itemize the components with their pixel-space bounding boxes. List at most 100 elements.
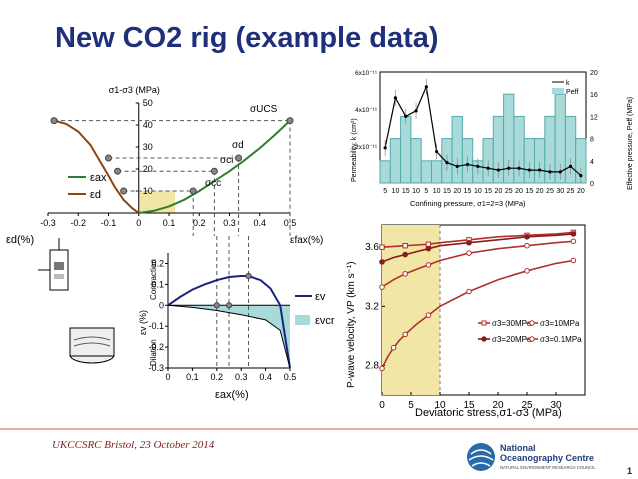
y-tick-label: 2.8 <box>365 360 379 371</box>
k-point <box>465 162 470 167</box>
data-point <box>105 154 112 162</box>
series-point <box>402 242 408 249</box>
x-tick-label: 5 <box>408 400 414 411</box>
x-tick-label: 5 <box>424 188 428 195</box>
y-left-axis-label: Permeability, k (cm²) <box>351 118 358 182</box>
series-point <box>379 284 385 290</box>
y-tick-label: 30 <box>143 142 153 152</box>
series-point <box>425 262 432 268</box>
peff-bar <box>379 160 391 184</box>
noc-logo: National Oceanography Centre NATURAL ENV… <box>464 440 614 474</box>
y-tick-label: -0.1 <box>148 321 164 331</box>
k-point <box>424 85 428 89</box>
y-left-tick-label: 6x10⁻¹¹ <box>355 70 378 77</box>
x-tick-label: 15 <box>463 400 475 411</box>
series-point <box>466 250 472 256</box>
x-tick-label: 10 <box>392 188 400 195</box>
logo-line1: National <box>500 443 536 453</box>
k-point <box>404 114 408 118</box>
x-tick-label: 0.3 <box>223 218 236 228</box>
logo-line2: Oceanography Centre <box>500 453 594 463</box>
y-tick-label: 0.2 <box>151 258 164 268</box>
legend-marker <box>481 320 487 326</box>
x-tick-label: 10 <box>412 188 420 195</box>
x-tick-label: 20 <box>515 188 523 195</box>
data-point <box>213 302 220 309</box>
y-tick-label: 40 <box>143 120 153 130</box>
page-number: 1 <box>626 466 632 476</box>
k-point <box>445 161 449 165</box>
legend-label-peff: Peff <box>566 89 578 96</box>
series-point <box>570 238 577 245</box>
x-tick-label: -0.2 <box>70 218 86 228</box>
annotation-scc: σcc <box>205 178 221 189</box>
k-point <box>486 166 490 170</box>
series-point <box>379 244 385 250</box>
x-tick-label: 25 <box>505 188 513 195</box>
series-point <box>379 259 385 265</box>
legend-swatch-evcr <box>295 315 310 325</box>
legend-label-eax: εax <box>90 172 107 184</box>
data-point <box>235 154 243 162</box>
axial-gauge <box>54 262 64 270</box>
x-tick-label: 25 <box>521 400 533 411</box>
y-left-tick-label: 2x10⁻¹¹ <box>355 144 378 151</box>
k-point <box>383 146 387 150</box>
y-axis-label: σ1-σ3 (MPa) <box>109 85 160 95</box>
series-line-evcr <box>167 304 291 369</box>
series-line-eax <box>138 119 291 214</box>
legend-label-ed: εd <box>90 189 101 201</box>
legend-label: σ3=10MPa <box>540 319 580 328</box>
y-right-axis-label: Effective pressure, Peff (MPa) <box>627 97 634 190</box>
legend-label: σ3=0.1MPa <box>540 335 582 344</box>
x-tick-label: 0 <box>136 218 141 228</box>
peff-bar <box>410 138 422 184</box>
k-point <box>476 164 480 168</box>
k-point <box>517 166 521 170</box>
peff-bar <box>400 115 412 184</box>
x-tick-label: -0.3 <box>40 218 56 228</box>
y-tick-label: 50 <box>143 98 153 108</box>
y-right-tick-label: 0 <box>590 181 594 188</box>
x-tick-label: 0.2 <box>193 218 206 228</box>
series-point <box>425 245 432 252</box>
y-tick-label: 0 <box>159 300 164 310</box>
y-left-tick-label: 4x10⁻¹¹ <box>355 107 378 114</box>
series-point <box>425 312 432 318</box>
footer-divider <box>0 428 638 430</box>
permeability-chart: 5 10 15 10 5 10 15 20 15 10 15 20 25 20 15 20 25 30 25 202x… <box>351 70 634 208</box>
legend-marker <box>529 336 535 342</box>
x-tick-label: 0.4 <box>253 218 266 228</box>
x-tick-label: 0.5 <box>284 218 297 228</box>
x-tick-label: 15 <box>464 188 472 195</box>
x-tick-label: 0.4 <box>259 372 272 382</box>
series-point <box>425 241 432 247</box>
data-point <box>120 187 128 195</box>
extensometer-chain <box>73 336 111 347</box>
y-right-tick-label: 12 <box>590 114 598 121</box>
x-axis-label: εax(%) <box>215 389 249 401</box>
crack-strain-fill <box>168 305 290 368</box>
legend-label-evcr: εvcr <box>315 315 335 327</box>
data-point <box>114 167 122 175</box>
x-tick-label: 0.1 <box>163 218 176 228</box>
y-tick-label: 3.6 <box>365 242 379 253</box>
legend-marker <box>529 320 535 326</box>
x-tick-label: 15 <box>402 188 410 195</box>
series-point <box>524 234 530 240</box>
logo-line3: NATURAL ENVIRONMENT RESEARCH COUNCIL <box>500 465 596 470</box>
p-wave-velocity-chart: 0 5 10 15 20 25 30 2.8 3.2 3.6 Deviatoric stress,σ… <box>346 224 586 419</box>
x-axis-label-right: εfax(%) <box>290 235 323 246</box>
peff-bar <box>389 138 402 184</box>
x-axis-label: Confining pressure, σ1=2=3 (MPa) <box>410 199 526 208</box>
series-point <box>466 239 472 246</box>
y-tick-label: 0.1 <box>151 279 164 289</box>
y-right-tick-label: 4 <box>590 159 594 166</box>
volumetric-strain-chart: 0 0.1 0.2 0.3 0.4 0.5 0.2 0.1 0 -0.1 -0.2 -0.3 εax(%… <box>138 236 335 401</box>
x-tick-label: 5 <box>383 188 387 195</box>
y-tick-label: -0.2 <box>148 342 164 352</box>
series-point <box>402 331 409 338</box>
x-tick-label: 0.3 <box>235 372 248 382</box>
legend-label: σ3=20MPa <box>492 335 532 344</box>
